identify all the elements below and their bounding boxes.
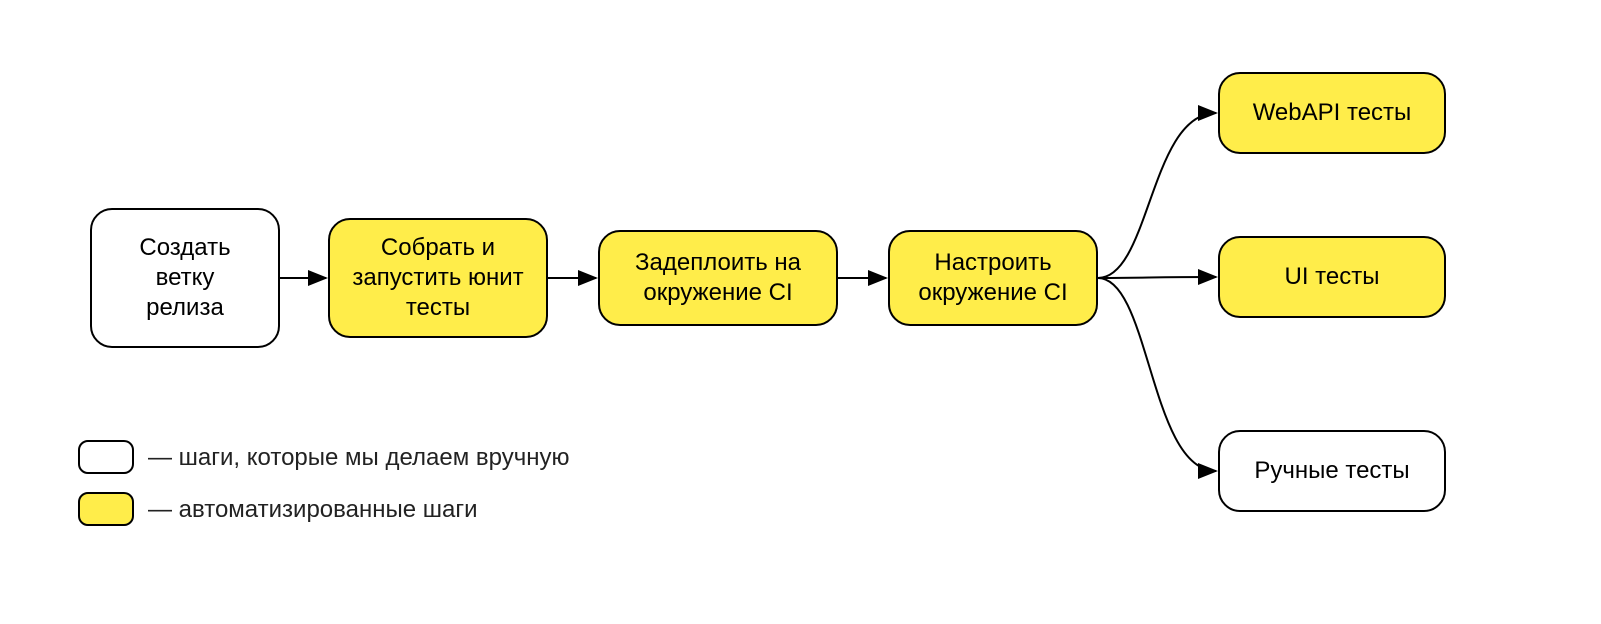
- node-manual_tests: Ручные тесты: [1218, 430, 1446, 512]
- node-webapi_tests: WebAPI тесты: [1218, 72, 1446, 154]
- node-deploy_ci: Задеплоить на окружение CI: [598, 230, 838, 326]
- node-label: UI тесты: [1285, 262, 1380, 292]
- node-label: WebAPI тесты: [1253, 98, 1412, 128]
- legend-swatch-auto: [78, 492, 134, 526]
- node-ui_tests: UI тесты: [1218, 236, 1446, 318]
- edge-configure_ci-to-ui_tests: [1098, 277, 1216, 278]
- node-label: Задеплоить на окружение CI: [635, 248, 801, 308]
- legend-label-manual: — шаги, которые мы делаем вручную: [148, 444, 569, 472]
- node-label: Настроить окружение CI: [918, 248, 1067, 308]
- edge-configure_ci-to-webapi_tests: [1098, 113, 1216, 278]
- node-label: Собрать и запустить юнит тесты: [352, 233, 523, 323]
- node-create_branch: Создать ветку релиза: [90, 208, 280, 348]
- node-label: Создать ветку релиза: [139, 233, 230, 323]
- node-label: Ручные тесты: [1254, 456, 1409, 486]
- node-configure_ci: Настроить окружение CI: [888, 230, 1098, 326]
- flowchart-canvas: Создать ветку релиза Собрать и запустить …: [0, 0, 1601, 624]
- edge-configure_ci-to-manual_tests: [1098, 278, 1216, 471]
- legend-label-auto: — автоматизированные шаги: [148, 496, 478, 524]
- legend-swatch-manual: [78, 440, 134, 474]
- node-unit_tests: Собрать и запустить юнит тесты: [328, 218, 548, 338]
